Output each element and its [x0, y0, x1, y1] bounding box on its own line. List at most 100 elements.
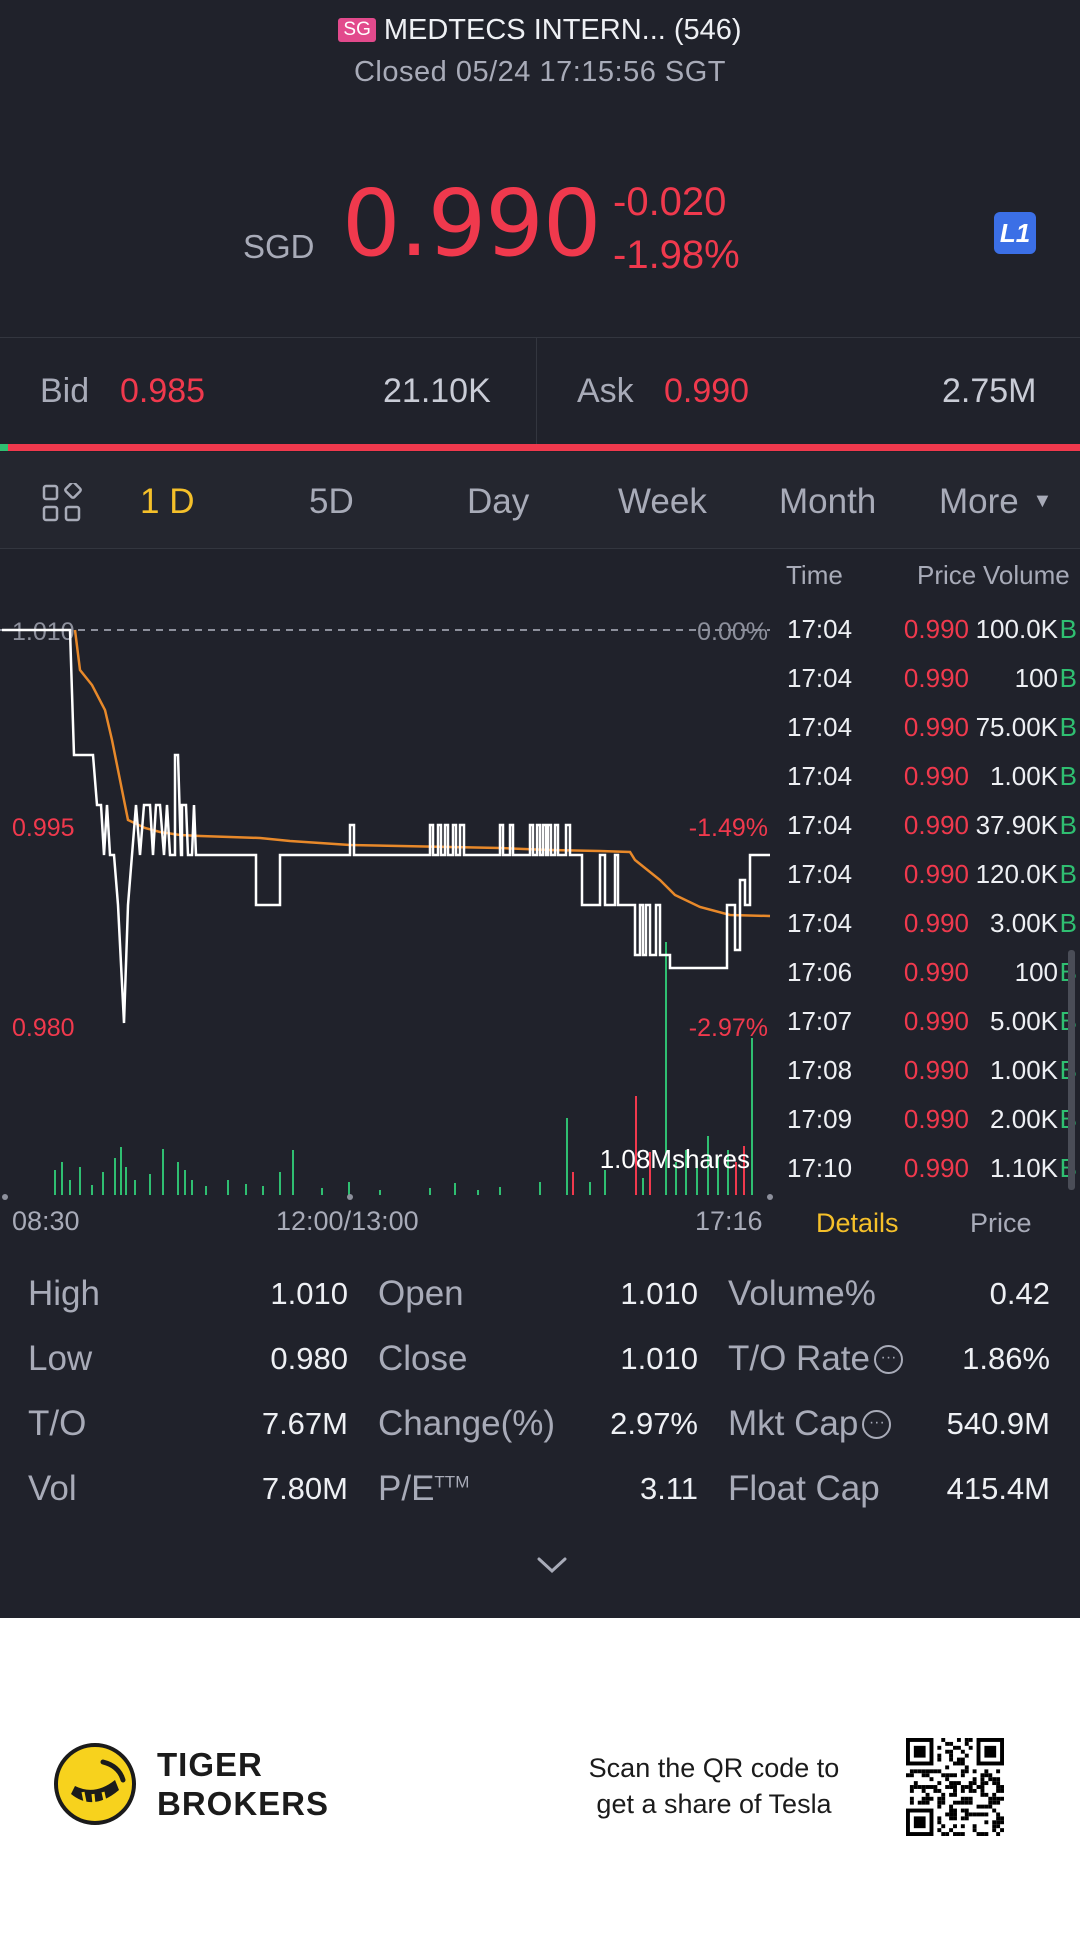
stat-label-text: High — [28, 1274, 100, 1313]
stat-label[interactable]: Mkt Cap ··· — [728, 1404, 892, 1444]
tab-more-label: More — [939, 482, 1019, 521]
trade-volume: 1.00K — [990, 761, 1058, 791]
trade-side: B — [1059, 908, 1077, 938]
bid-label: Bid — [40, 372, 90, 410]
pct-label-bottom: -2.97% — [689, 1014, 768, 1042]
bid-price: 0.985 — [120, 372, 206, 410]
time-label-start: 08:30 — [12, 1206, 80, 1236]
period-tab-bar — [0, 452, 1080, 548]
trade-price: 0.990 — [903, 908, 969, 938]
tab-more[interactable]: More ▼ — [939, 482, 1052, 522]
layout-grid-icon[interactable] — [42, 483, 82, 523]
trade-time: 17:09 — [787, 1104, 853, 1134]
trade-header-time: Time — [786, 560, 843, 590]
volume-bars — [54, 942, 753, 1195]
stat-value: 0.42 — [989, 1276, 1050, 1311]
ask-price: 0.990 — [664, 372, 750, 410]
trade-price: 0.990 — [903, 712, 969, 742]
trade-price: 0.990 — [903, 663, 969, 693]
tab-details[interactable]: Details — [816, 1208, 899, 1238]
stat-label-text: Open — [378, 1274, 464, 1313]
trade-time: 17:04 — [787, 614, 853, 644]
trade-volume: 100 — [1014, 663, 1058, 693]
stat-value: 0.980 — [270, 1341, 348, 1376]
price-line — [2, 628, 770, 1024]
trade-time: 17:08 — [787, 1055, 853, 1085]
stat-label-text: P/E — [378, 1469, 435, 1508]
stat-label: Float Cap — [728, 1469, 880, 1509]
trade-price: 0.990 — [903, 614, 969, 644]
time-label-end: 17:16 — [695, 1206, 763, 1236]
tab-week[interactable]: Week — [618, 482, 707, 521]
pct-label-top: 0.00% — [697, 618, 768, 646]
trade-volume: 75.00K — [975, 712, 1058, 742]
info-icon[interactable]: ··· — [862, 1410, 892, 1439]
tab-5d[interactable]: 5D — [309, 482, 354, 521]
trade-side: B — [1059, 810, 1077, 840]
trade-header-volume: Volume — [983, 560, 1070, 590]
stat-label: Volume% — [728, 1274, 876, 1314]
trade-time: 17:07 — [787, 1006, 853, 1036]
y-label-top: 1.010 — [12, 618, 75, 646]
stock-title[interactable]: SG MEDTECS INTERN... (546) — [0, 14, 1080, 47]
y-label-mid: 0.995 — [12, 814, 75, 842]
trade-time: 17:04 — [787, 859, 853, 889]
trade-volume: 1.10K — [990, 1153, 1058, 1183]
trade-time: 17:04 — [787, 761, 853, 791]
trade-price: 0.990 — [903, 810, 969, 840]
trade-time: 17:04 — [787, 908, 853, 938]
y-label-bottom: 0.980 — [12, 1014, 75, 1042]
stat-label: Change(%) — [378, 1404, 555, 1444]
stock-name: MEDTECS INTERN... (546) — [383, 14, 742, 46]
tab-day[interactable]: Day — [467, 482, 530, 521]
trade-price: 0.990 — [903, 1153, 969, 1183]
level1-badge[interactable]: L1 — [994, 212, 1036, 254]
promo-line1: Scan the QR code to — [588, 1753, 840, 1783]
volume-label: 1.08Mshares — [600, 1144, 750, 1174]
trade-list-scrollbar[interactable] — [1068, 950, 1075, 1190]
trade-side: B — [1059, 761, 1077, 791]
chevron-down-icon[interactable] — [535, 1555, 569, 1575]
stat-label: Vol — [28, 1469, 77, 1509]
trade-row: 17:04 0.990 3.00K B — [776, 908, 1080, 957]
tab-1d[interactable]: 1 D — [140, 482, 195, 521]
stat-label-text: Change(%) — [378, 1404, 556, 1443]
trade-volume: 2.00K — [990, 1104, 1058, 1134]
trade-price: 0.990 — [903, 761, 969, 791]
tab-price[interactable]: Price — [970, 1208, 1032, 1238]
stat-value: 1.010 — [620, 1276, 698, 1311]
stat-label[interactable]: T/O Rate ··· — [728, 1339, 903, 1379]
trade-time: 17:06 — [787, 957, 853, 987]
tab-month[interactable]: Month — [779, 482, 877, 521]
stat-label: Close — [378, 1339, 467, 1379]
trade-volume: 3.00K — [990, 908, 1058, 938]
trade-row: 17:04 0.990 100.0K B — [776, 614, 1080, 663]
trade-volume: 100.0K — [975, 614, 1058, 644]
trade-volume: 100 — [1014, 957, 1058, 987]
stat-label-text: Volume% — [728, 1274, 876, 1313]
divider — [0, 337, 1080, 338]
session-break-dot — [347, 1194, 353, 1200]
brand-name-line1: TIGER — [157, 1746, 263, 1783]
info-icon[interactable]: ··· — [873, 1345, 903, 1374]
trade-volume: 37.90K — [975, 810, 1058, 840]
trade-volume: 120.0K — [975, 859, 1058, 889]
caret-down-icon: ▼ — [1032, 490, 1053, 512]
pct-label-mid: -1.49% — [689, 814, 768, 842]
stat-label-text: T/O — [28, 1404, 87, 1443]
bid-volume: 21.10K — [383, 372, 491, 410]
stat-value: 1.010 — [270, 1276, 348, 1311]
trade-side: B — [1059, 614, 1077, 644]
last-price: 0.990 — [342, 170, 601, 277]
stat-label: High — [28, 1274, 100, 1314]
trade-side: B — [1059, 663, 1077, 693]
trade-volume: 1.00K — [990, 1055, 1058, 1085]
intraday-chart[interactable]: 1.010 0.995 0.980 0.00% -1.49% -2.97% — [0, 550, 775, 1200]
stat-label: T/O — [28, 1404, 86, 1444]
stat-value: 1.86% — [962, 1341, 1050, 1376]
